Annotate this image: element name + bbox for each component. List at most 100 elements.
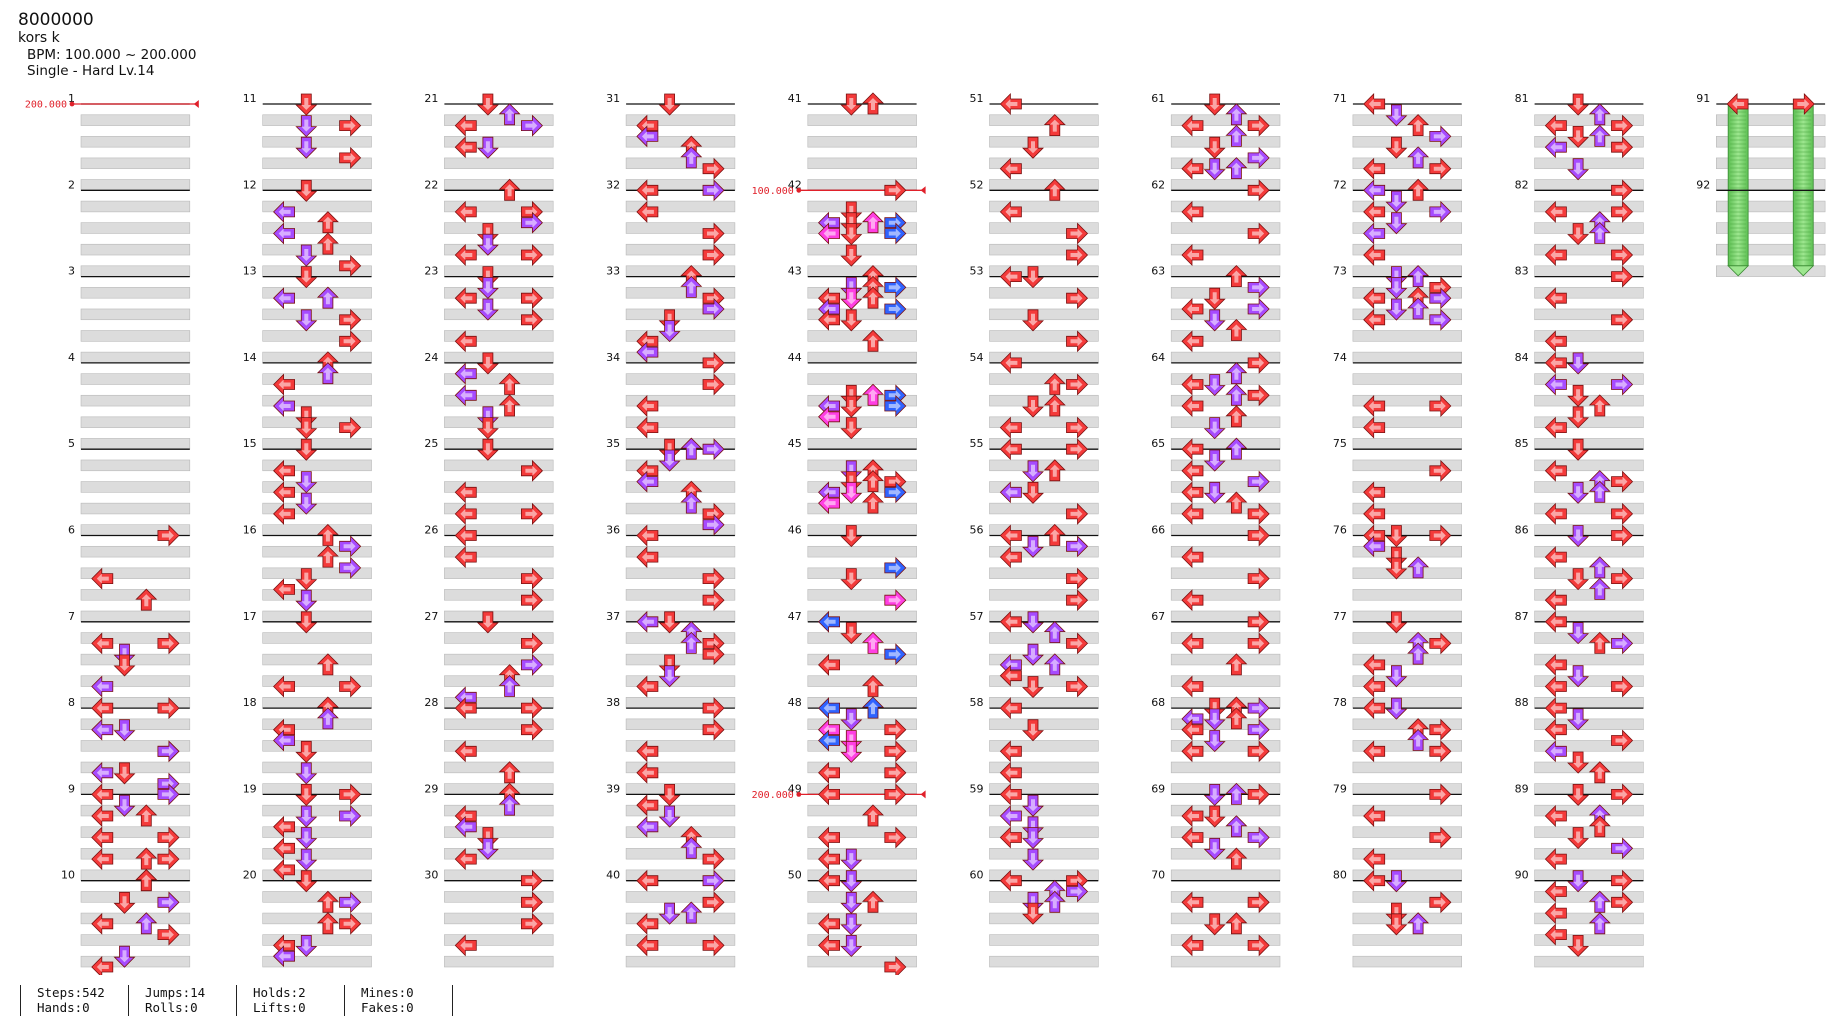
arrow-right-icon [521,244,543,266]
arrow-up-icon [862,804,884,827]
arrow-down-icon [1203,287,1226,310]
beat-band [989,934,1099,946]
beat-band [807,848,917,860]
stat-jumps: Jumps:14 [145,985,206,1000]
beat-band [625,891,736,903]
beat-band [1352,718,1463,730]
arrow-left-icon [91,675,114,698]
arrow-right-icon [1066,535,1089,558]
arrow-right-icon [1429,718,1452,741]
arrow-right-icon [1611,373,1634,396]
beat-band [1534,222,1644,234]
beat-band [625,136,736,148]
arrow-left-icon [818,826,840,849]
arrow-left-icon [1363,287,1386,310]
arrow-up-icon [1407,556,1430,579]
arrow-up-icon [135,588,158,611]
beat-band [1352,157,1463,170]
arrow-right-icon [521,589,543,612]
beat-band [625,567,736,579]
beat-band [1534,804,1644,817]
measure-number: 27 [424,610,438,623]
beat-band [625,783,736,795]
beat-band [1352,287,1463,299]
arrow-right-icon [521,567,543,590]
arrow-down-icon [1385,104,1408,127]
beat-band [807,934,917,946]
arrow-left-icon [636,341,659,364]
beat-band [1534,394,1644,407]
arrow-down-icon [295,740,318,763]
stats-group-jumps: Jumps:14 Rolls:0 [128,985,205,1016]
beat-band [80,675,191,687]
arrow-up-icon [1588,761,1611,784]
arrow-left-icon [999,524,1022,547]
arrow-up-icon [316,232,339,255]
arrow-down-icon [840,93,863,116]
measure-number: 8 [68,696,75,709]
beat-band [807,222,917,234]
beat-band [1170,804,1281,817]
measure-number: 12 [243,178,257,191]
arrow-down-icon [1203,309,1226,332]
beat-band [262,200,372,213]
arrow-right-icon [1792,93,1815,115]
arrow-left-icon [818,848,840,871]
arrow-down-icon [658,93,681,116]
arrow-right-icon [1429,891,1452,914]
arrow-down-icon [1385,525,1408,548]
arrow-left-icon [454,330,477,353]
arrow-right-icon [1611,783,1634,806]
arrow-right-icon [521,502,543,525]
beat-band [80,351,191,364]
beat-band [80,632,191,644]
beat-band [1170,848,1281,860]
arrow-left-icon [273,502,296,525]
arrow-left-icon [636,200,659,223]
beat-band [1352,481,1463,493]
beat-band [444,761,554,774]
arrow-right-icon [1429,157,1452,180]
beat-band [1534,373,1644,385]
arrow-left-icon [273,459,296,482]
arrow-down-icon [1385,870,1408,893]
arrow-down-icon [1203,913,1226,936]
beat-band [1352,351,1463,364]
arrow-left-icon [1181,157,1204,180]
measure-number: 32 [606,178,620,191]
arrow-left-icon [1363,222,1386,245]
beat-band [1352,136,1463,148]
arrow-down-icon [295,438,318,461]
measure-number: 78 [1333,696,1347,709]
beat-band [807,481,917,493]
arrow-down-icon [113,945,136,968]
arrow-right-icon [521,718,543,741]
arrow-right-icon [157,848,180,871]
arrow-left-icon [1544,330,1567,353]
arrow-left-icon [1363,416,1386,439]
beat-band [807,200,917,213]
arrow-left-icon [1544,287,1567,310]
arrow-down-icon [1567,622,1590,645]
beat-band [262,308,372,321]
arrow-down-icon [1022,395,1044,418]
arrow-left-icon [1181,718,1204,741]
arrow-right-icon [1247,146,1270,169]
arrow-down-icon [1385,611,1408,634]
hold-body [1727,103,1750,277]
arrow-left-icon [454,524,477,547]
arrow-left-icon [1181,481,1204,504]
measure-number: 4 [68,351,75,364]
arrow-left-icon [1544,653,1567,676]
arrow-down-icon [476,233,499,256]
measure-number: 34 [606,351,620,364]
beat-band [989,740,1099,752]
beat-band [444,308,554,321]
arrow-up-icon [1407,728,1430,751]
arrow-down-icon [1022,827,1044,850]
arrow-right-icon [1611,502,1634,525]
arrow-left-icon [999,740,1022,763]
measure-number: 61 [1151,92,1165,105]
arrow-right-icon [702,869,725,892]
arrow-left-icon [636,761,659,784]
